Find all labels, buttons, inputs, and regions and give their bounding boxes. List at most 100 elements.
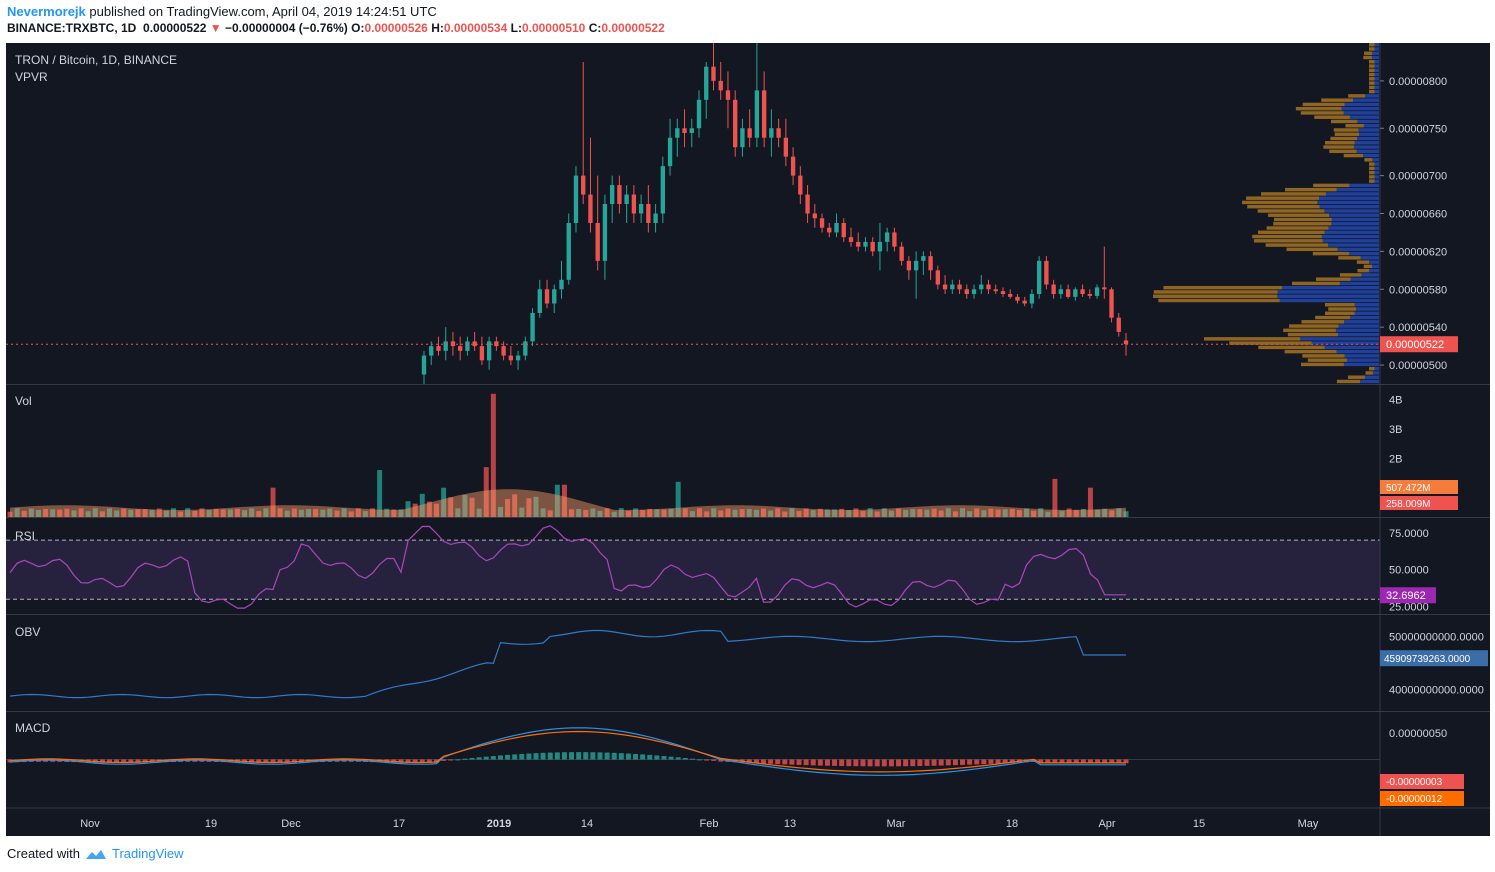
vpvr-bar-down (1300, 111, 1344, 115)
volume-bar (768, 510, 774, 517)
tradingview-brand-link[interactable]: TradingView (111, 846, 184, 861)
vpvr-bar-up (1365, 94, 1379, 98)
vpvr-bar-down (1348, 375, 1366, 379)
vpvr-bar-down (1365, 371, 1373, 375)
volume-bar (206, 510, 212, 517)
volume-bar (718, 510, 724, 517)
candle-body (530, 312, 535, 342)
candle-body (921, 256, 926, 261)
macd-histogram-bar (1059, 759, 1065, 764)
volume-bar (1023, 508, 1029, 517)
candle-body (754, 90, 760, 138)
vpvr-bar-down (1331, 119, 1358, 124)
vpvr-bar-down (1265, 243, 1328, 247)
vpvr-bar-down (1284, 349, 1337, 354)
candle-body (508, 355, 514, 361)
rsi-tick-label: 25.0000 (1389, 602, 1429, 614)
last-price-badge (1380, 336, 1458, 353)
volume-bar (135, 509, 141, 517)
vpvr-bar-down (1204, 337, 1301, 341)
volume-bar (178, 511, 184, 517)
vpvr-bar-down (1323, 145, 1354, 149)
volume-bar (370, 508, 376, 517)
vpvr-bar-down (1246, 196, 1320, 200)
volume-bar (611, 511, 617, 517)
indicator-label-vpvr: VPVR (15, 70, 48, 84)
macd-histogram-bar (1109, 759, 1115, 764)
vpvr-bar-up (1363, 123, 1379, 128)
macd-histogram-bar (910, 759, 916, 767)
volume-bar (974, 508, 980, 517)
vpvr-bar-up (1374, 64, 1379, 68)
pane-title-rsi: RSI (15, 529, 35, 543)
volume-bar (249, 508, 255, 517)
candle-body (935, 270, 941, 285)
vpvr-bar-down (1334, 132, 1360, 136)
volume-bar (476, 508, 482, 517)
volume-bar (28, 508, 34, 517)
vpvr-bar-down (1333, 128, 1359, 132)
macd-histogram-bar (824, 759, 830, 766)
author-link[interactable]: Nevermorejk (7, 4, 86, 19)
open-label: O: (351, 21, 365, 35)
macd-histogram-bar (604, 752, 610, 760)
macd-histogram-bar (668, 756, 674, 760)
macd-histogram-bar (249, 759, 255, 763)
published-text: published on TradingView.com, April 04, … (89, 4, 437, 19)
macd-histogram-bar (1102, 759, 1108, 764)
candle-body (971, 289, 977, 295)
volume-bar (149, 509, 155, 517)
volume-bar (988, 508, 994, 517)
volume-bar (867, 508, 873, 517)
vpvr-bar-down (1364, 158, 1373, 162)
volume-bar (426, 501, 432, 517)
vpvr-bar-up (1322, 239, 1379, 243)
volume-bar (753, 509, 759, 517)
macd-histogram-bar (817, 759, 823, 766)
down-triangle-icon: ▼ (209, 21, 222, 35)
chart-canvas[interactable]: TRON / Bitcoin, 1D, BINANCE VPVR Vol RSI OBV… (6, 43, 1490, 836)
macd-histogram-bar (128, 759, 134, 763)
vpvr-bar-down (1295, 106, 1342, 111)
macd-histogram-bar (114, 759, 120, 764)
vpvr-bar-down (1363, 55, 1372, 60)
vpvr-bar-up (1363, 153, 1379, 158)
vpvr-bar-down (1369, 366, 1375, 371)
vpvr-bar-up (1344, 354, 1379, 358)
macd-histogram-bar (448, 759, 454, 761)
volume-bar (171, 508, 176, 517)
volume-bar (78, 508, 84, 517)
vpvr-bar-up (1358, 128, 1379, 132)
macd-histogram-bar (469, 757, 475, 760)
vpvr-bar-up (1337, 247, 1379, 252)
candle-body (1065, 289, 1071, 297)
macd-histogram-bar (533, 753, 539, 760)
macd-histogram-bar (888, 759, 894, 767)
last-price-label: 0.00000522 (1386, 339, 1444, 351)
volume-bar (490, 393, 496, 517)
volume-bar (448, 497, 454, 517)
vpvr-bar-up (1369, 260, 1379, 264)
vpvr-bar-up (1343, 362, 1379, 367)
vpvr-bar-down (1369, 170, 1375, 175)
vpvr-bar-down (1258, 345, 1325, 350)
volume-bar (597, 510, 603, 517)
last-price: 0.00000522 (143, 21, 207, 35)
volume-bar (270, 487, 276, 517)
macd-histogram-bar (483, 756, 489, 760)
vpvr-bar-down (1330, 136, 1358, 141)
vpvr-bar-down (1321, 98, 1354, 102)
volume-bar (704, 511, 710, 517)
vpvr-bar-down (1314, 115, 1350, 119)
volume-bar (412, 503, 418, 517)
volume-bar (21, 510, 27, 517)
volume-bar (561, 484, 567, 517)
macd-histogram-bar (803, 759, 809, 766)
obv-last-label: 45909739263.0000 (1384, 654, 1471, 665)
macd-histogram-bar (121, 759, 127, 764)
vpvr-bar-down (1285, 187, 1337, 192)
volume-bar (924, 509, 930, 517)
volume-bar (732, 509, 738, 517)
volume-bar (661, 509, 667, 517)
vpvr-bar-down (1268, 213, 1330, 217)
